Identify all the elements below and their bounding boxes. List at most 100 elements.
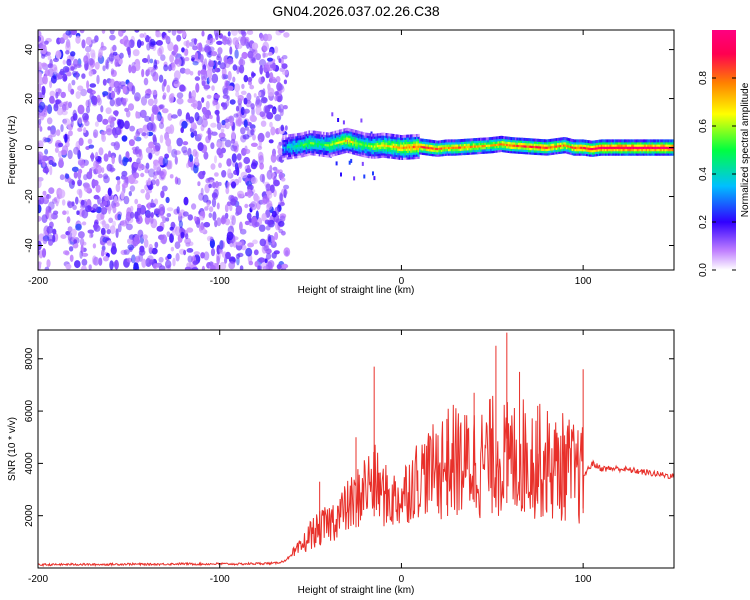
- noise-cell: [239, 64, 245, 74]
- ridge-cell: [501, 147, 504, 150]
- ridge-cell: [638, 139, 641, 143]
- ridge-cell: [343, 143, 346, 147]
- spectrogram-cells: [38, 30, 674, 270]
- noise-cell: [135, 257, 140, 264]
- ridge-cell: [664, 152, 667, 156]
- ridge-cell: [482, 137, 486, 141]
- ridge-cell: [378, 144, 381, 148]
- noise-cell: [66, 58, 72, 66]
- noise-cell: [221, 214, 226, 220]
- noise-cell: [250, 103, 255, 110]
- ridge-cell: [433, 149, 436, 152]
- ridge-cell: [295, 133, 298, 137]
- ridge-cell: [333, 131, 336, 135]
- noise-cell: [160, 54, 166, 61]
- ridge-cell: [433, 146, 436, 150]
- ridge-cell: [419, 140, 422, 144]
- ridge-cell: [637, 139, 640, 143]
- ridge-cell: [670, 148, 673, 152]
- ridge-cell: [288, 147, 291, 151]
- ridge-cell: [568, 144, 571, 148]
- ridge-cell: [286, 156, 289, 160]
- ridge-cell: [485, 150, 488, 154]
- ridge-cell: [597, 142, 600, 145]
- ridge-cell: [581, 148, 584, 152]
- ridge-cell: [592, 147, 595, 151]
- ridge-cell: [584, 153, 587, 156]
- noise-cell: [131, 254, 136, 264]
- ridge-cell: [291, 151, 294, 155]
- ridge-cell: [426, 143, 429, 147]
- ridge-cell: [437, 151, 441, 155]
- ridge-cell: [339, 131, 342, 135]
- ridge-cell: [301, 152, 304, 156]
- noise-cell: [65, 263, 72, 270]
- noise-cell: [77, 127, 83, 132]
- noise-cell: [240, 127, 246, 135]
- ridge-cell: [405, 150, 409, 154]
- ridge-cell: [535, 140, 538, 144]
- ridge-cell: [308, 145, 311, 149]
- noise-cell: [265, 131, 271, 139]
- ridge-cell: [309, 139, 313, 142]
- noise-cell: [144, 93, 151, 99]
- ridge-cell: [497, 136, 500, 140]
- ridge-cell: [452, 143, 455, 147]
- ridge-cell: [590, 145, 593, 148]
- noise-cell: [88, 264, 92, 270]
- noise-cell: [130, 65, 137, 74]
- ridge-cell: [606, 152, 609, 156]
- noise-cell: [216, 217, 222, 227]
- ridge-cell: [420, 151, 423, 155]
- ridge-cell: [538, 143, 541, 147]
- ridge-cell: [641, 150, 644, 154]
- noise-cell: [134, 234, 141, 245]
- ridge-cell: [432, 142, 435, 146]
- ridge-cell: [414, 145, 417, 149]
- ridge-cell: [352, 142, 355, 146]
- ridge-cell: [304, 147, 307, 150]
- ridge-cell: [404, 134, 407, 138]
- ridge-cell: [288, 145, 291, 149]
- noise-cell: [110, 68, 115, 75]
- noise-cell: [196, 219, 201, 228]
- ridge-cell: [501, 144, 504, 148]
- noise-cell: [209, 236, 214, 242]
- ridge-cell: [522, 151, 525, 155]
- ridge-cell: [309, 136, 313, 140]
- ridge-cell: [618, 143, 621, 147]
- ridge-cell: [394, 134, 397, 138]
- ridge-cell: [382, 137, 385, 140]
- ridge-cell: [560, 146, 563, 150]
- ridge-cell: [558, 144, 561, 148]
- ridge-cell: [533, 151, 536, 155]
- noise-cell: [152, 263, 158, 270]
- ridge-cell: [299, 141, 302, 145]
- noise-cell: [204, 206, 209, 211]
- ridge-cell: [337, 129, 340, 133]
- ridge-cell: [286, 152, 289, 156]
- ridge-cell: [424, 139, 427, 142]
- noise-cell: [107, 187, 112, 197]
- ridge-cell: [514, 146, 518, 150]
- ridge-cell: [538, 152, 541, 156]
- ridge-cell: [307, 139, 310, 143]
- ridge-cell: [564, 148, 567, 152]
- ridge-cell: [469, 140, 472, 144]
- ridge-cell: [304, 149, 307, 153]
- ridge-cell: [504, 136, 507, 140]
- noise-cell: [109, 225, 116, 235]
- ridge-cell: [562, 150, 566, 154]
- ridge-cell: [481, 139, 484, 143]
- ridge-scatter: [353, 176, 356, 181]
- noise-cell: [252, 134, 256, 141]
- noise-cell: [93, 256, 100, 266]
- ridge-cell: [462, 147, 465, 151]
- ridge-cell: [452, 139, 455, 143]
- ridge-cell: [503, 140, 506, 144]
- noise-cell: [113, 110, 119, 116]
- ridge-cell: [382, 134, 385, 138]
- ridge-cell: [296, 146, 300, 150]
- noise-cell: [202, 194, 209, 203]
- noise-cell: [279, 215, 286, 222]
